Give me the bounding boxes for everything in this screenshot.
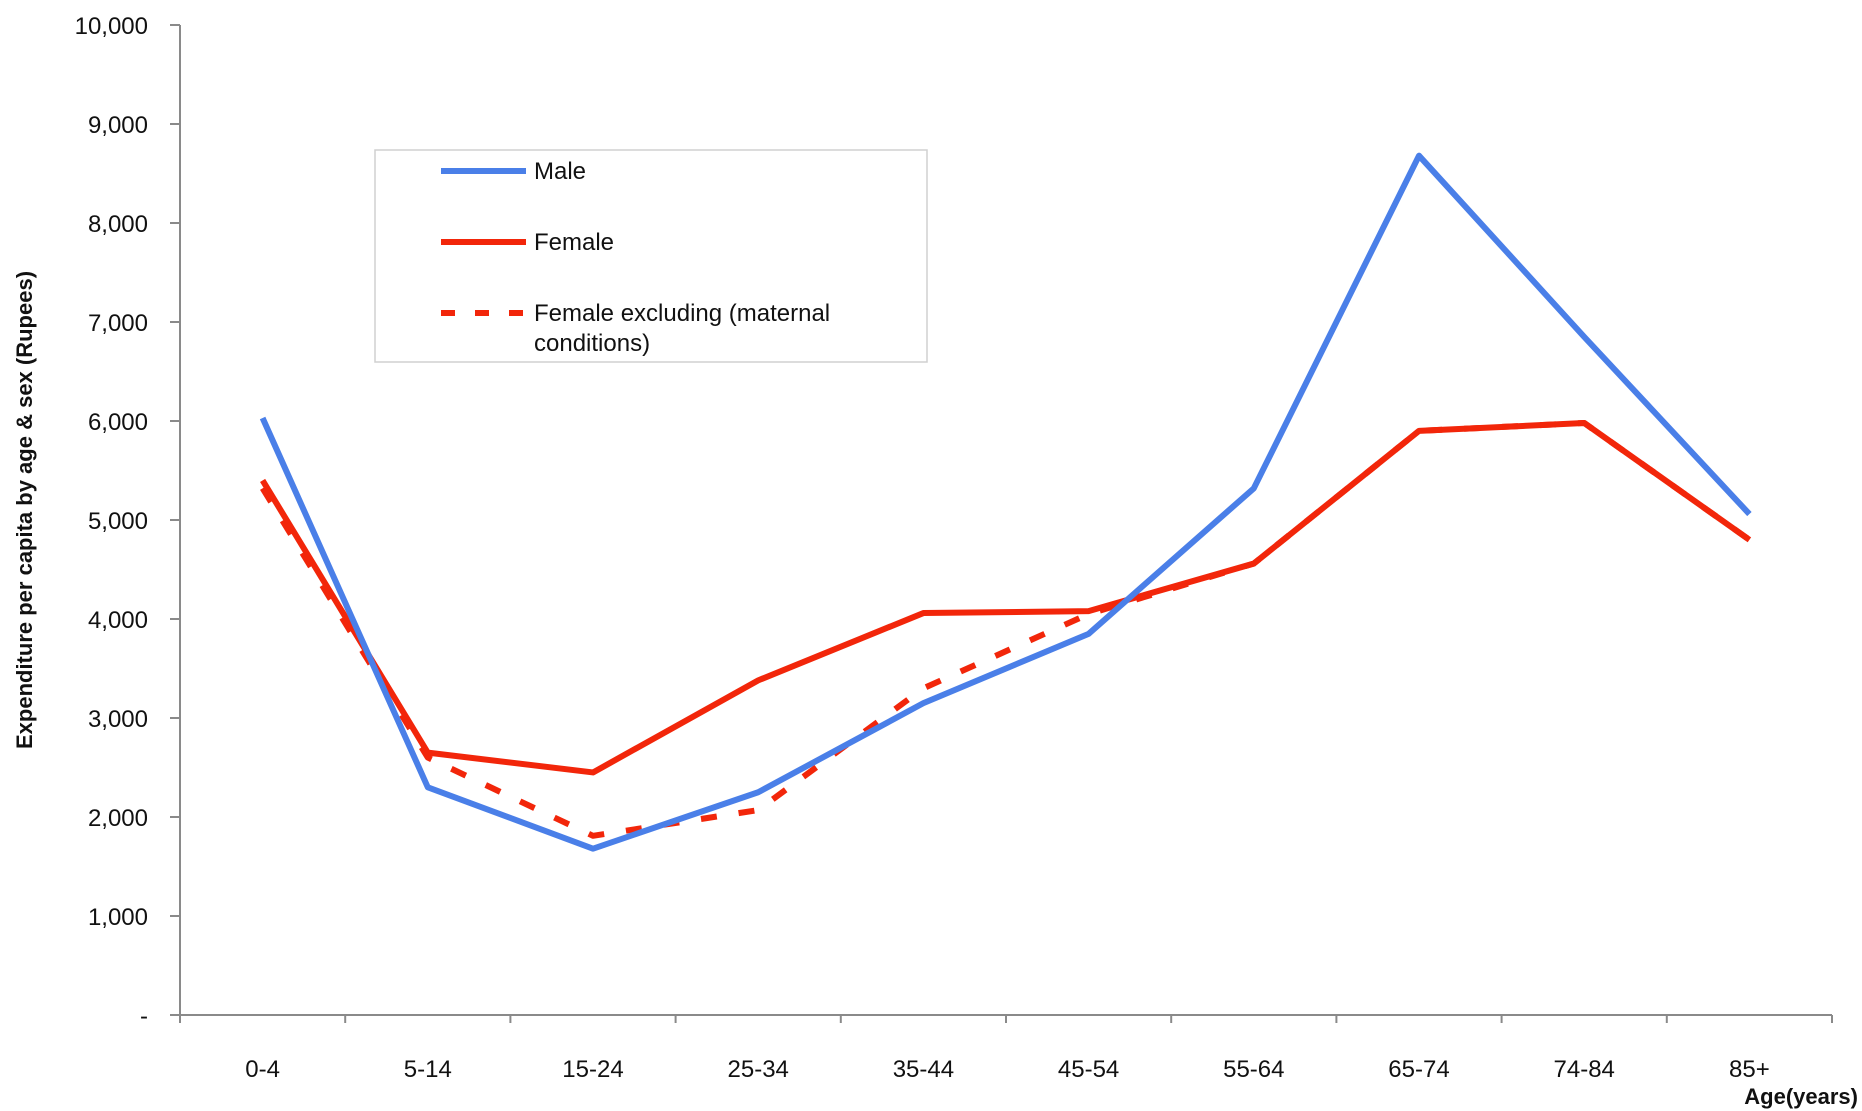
y-tick-label: 6,000 — [88, 409, 148, 436]
x-tick-label: 25-34 — [728, 1056, 789, 1083]
y-tick-label: 4,000 — [88, 607, 148, 634]
axes: - 1,000 2,000 3,000 4,000 5,000 6,000 7,000 8,00… — [75, 13, 1833, 1083]
x-tick-label: 65-74 — [1388, 1056, 1449, 1083]
x-tick-label: 45-54 — [1058, 1056, 1119, 1083]
legend-label: Female — [534, 229, 614, 256]
y-tick-label: 8,000 — [88, 211, 148, 238]
y-tick-label: 2,000 — [88, 805, 148, 832]
y-tick-label: 3,000 — [88, 706, 148, 733]
x-tick-label: 74-84 — [1554, 1056, 1615, 1083]
x-tick-label: 15-24 — [562, 1056, 623, 1083]
x-axis-title: Age(years) — [1744, 1084, 1858, 1109]
y-tick-label: 7,000 — [88, 310, 148, 337]
y-tick-label: - — [140, 1003, 148, 1030]
legend: Male Female Female excluding (maternal cond… — [374, 149, 928, 363]
y-tick-label: 9,000 — [88, 112, 148, 139]
series-line-male — [259, 152, 1752, 852]
series-line-female-excluding-maternal-conditions — [260, 419, 1752, 839]
x-tick-label: 5-14 — [404, 1056, 452, 1083]
series-layer — [259, 152, 1752, 852]
y-tick-label: 10,000 — [75, 13, 148, 40]
legend-label: Female excluding (maternal conditions) — [534, 300, 830, 357]
x-tick-label: 55-64 — [1223, 1056, 1284, 1083]
y-axis-title: Expenditure per capita by age & sex (Rup… — [12, 271, 37, 749]
x-tick-label: 35-44 — [893, 1056, 954, 1083]
legend-box — [374, 149, 928, 363]
x-tick-label: 85+ — [1729, 1056, 1770, 1083]
series-line-female — [260, 419, 1752, 776]
y-tick-label: 5,000 — [88, 508, 148, 535]
legend-label: Male — [534, 158, 586, 185]
x-tick-label: 0-4 — [245, 1056, 280, 1083]
y-tick-label: 1,000 — [88, 904, 148, 931]
